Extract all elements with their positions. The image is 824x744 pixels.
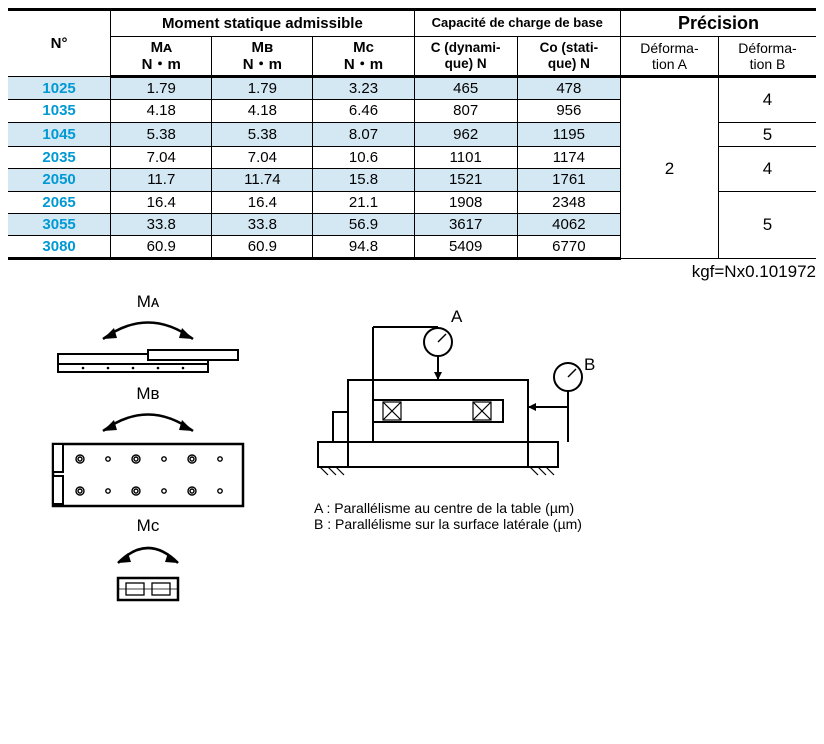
table-cell: 1035 bbox=[8, 100, 111, 122]
table-cell: 33.8 bbox=[111, 213, 212, 235]
table-cell: 16.4 bbox=[111, 191, 212, 213]
table-cell: 15.8 bbox=[313, 169, 414, 191]
col-n: N° bbox=[8, 10, 111, 77]
table-cell: 1174 bbox=[517, 147, 620, 169]
table-cell: 56.9 bbox=[313, 213, 414, 235]
table-cell: 16.4 bbox=[212, 191, 313, 213]
precision-diagram-block: A B A : Parallélisme au centre de la tab… bbox=[288, 292, 608, 532]
table-cell: 1101 bbox=[414, 147, 517, 169]
table-cell: 5.38 bbox=[111, 122, 212, 147]
table-cell: 3.23 bbox=[313, 77, 414, 100]
table-cell: 962 bbox=[414, 122, 517, 147]
table-cell: 1025 bbox=[8, 77, 111, 100]
table-cell: 2050 bbox=[8, 169, 111, 191]
col-defb: Déforma- tion B bbox=[718, 36, 816, 77]
table-cell: 5.38 bbox=[212, 122, 313, 147]
table-cell: 1195 bbox=[517, 122, 620, 147]
table-cell: 6.46 bbox=[313, 100, 414, 122]
table-cell: 3617 bbox=[414, 213, 517, 235]
table-cell: 60.9 bbox=[111, 236, 212, 259]
def-b-cell: 5 bbox=[718, 122, 816, 147]
table-cell: 4062 bbox=[517, 213, 620, 235]
table-cell: 2035 bbox=[8, 147, 111, 169]
def-b-cell: 4 bbox=[718, 147, 816, 192]
table-cell: 956 bbox=[517, 100, 620, 122]
table-cell: 6770 bbox=[517, 236, 620, 259]
col-cstat: Co (stati- que) N bbox=[517, 36, 620, 77]
indicator-a-label: A bbox=[451, 307, 463, 326]
def-b-cell: 5 bbox=[718, 191, 816, 259]
table-cell: 4.18 bbox=[212, 100, 313, 122]
table-cell: 1761 bbox=[517, 169, 620, 191]
table-cell: 4.18 bbox=[111, 100, 212, 122]
col-defa: Déforma- tion A bbox=[620, 36, 718, 77]
table-cell: 1908 bbox=[414, 191, 517, 213]
footer-note: kgf=Nx0.101972 bbox=[8, 262, 816, 282]
table-cell: 1.79 bbox=[111, 77, 212, 100]
def-b-cell: 4 bbox=[718, 77, 816, 123]
def-a-cell: 2 bbox=[620, 77, 718, 259]
table-cell: 1521 bbox=[414, 169, 517, 191]
table-cell: 1045 bbox=[8, 122, 111, 147]
indicator-b-label: B bbox=[584, 355, 595, 374]
legend: A : Parallélisme au centre de la table (… bbox=[314, 500, 582, 532]
table-cell: 478 bbox=[517, 77, 620, 100]
table-cell: 33.8 bbox=[212, 213, 313, 235]
table-cell: 21.1 bbox=[313, 191, 414, 213]
ma-diagram bbox=[48, 314, 248, 384]
col-moment-group: Moment statique admissible bbox=[111, 10, 414, 37]
spec-table: N° Moment statique admissible Capacité d… bbox=[8, 8, 816, 260]
table-cell: 11.7 bbox=[111, 169, 212, 191]
ma-label: Mᴀ bbox=[137, 292, 160, 312]
mb-label: Mʙ bbox=[136, 384, 159, 404]
precision-diagram: A B bbox=[288, 292, 608, 492]
table-cell: 2348 bbox=[517, 191, 620, 213]
table-cell: 2065 bbox=[8, 191, 111, 213]
table-cell: 3055 bbox=[8, 213, 111, 235]
mc-diagram bbox=[88, 538, 208, 608]
table-cell: 94.8 bbox=[313, 236, 414, 259]
col-precision-group: Précision bbox=[620, 10, 816, 37]
table-cell: 7.04 bbox=[212, 147, 313, 169]
table-cell: 5409 bbox=[414, 236, 517, 259]
table-cell: 3080 bbox=[8, 236, 111, 259]
legend-a: A : Parallélisme au centre de la table (… bbox=[314, 500, 582, 516]
col-mc: Mᴄ N・m bbox=[313, 36, 414, 77]
table-cell: 7.04 bbox=[111, 147, 212, 169]
table-cell: 1.79 bbox=[212, 77, 313, 100]
table-cell: 60.9 bbox=[212, 236, 313, 259]
col-load-group: Capacité de charge de base bbox=[414, 10, 620, 37]
table-cell: 465 bbox=[414, 77, 517, 100]
mc-label: Mᴄ bbox=[137, 516, 160, 536]
col-cdyn: C (dynami- que) N bbox=[414, 36, 517, 77]
table-cell: 11.74 bbox=[212, 169, 313, 191]
table-cell: 10.6 bbox=[313, 147, 414, 169]
table-cell: 807 bbox=[414, 100, 517, 122]
col-ma: Mᴀ N・m bbox=[111, 36, 212, 77]
moment-diagrams: Mᴀ Mʙ bbox=[38, 292, 258, 608]
col-mb: Mʙ N・m bbox=[212, 36, 313, 77]
table-cell: 8.07 bbox=[313, 122, 414, 147]
legend-b: B : Parallélisme sur la surface latérale… bbox=[314, 516, 582, 532]
diagrams-section: Mᴀ Mʙ bbox=[8, 292, 816, 608]
mb-diagram bbox=[38, 406, 258, 516]
